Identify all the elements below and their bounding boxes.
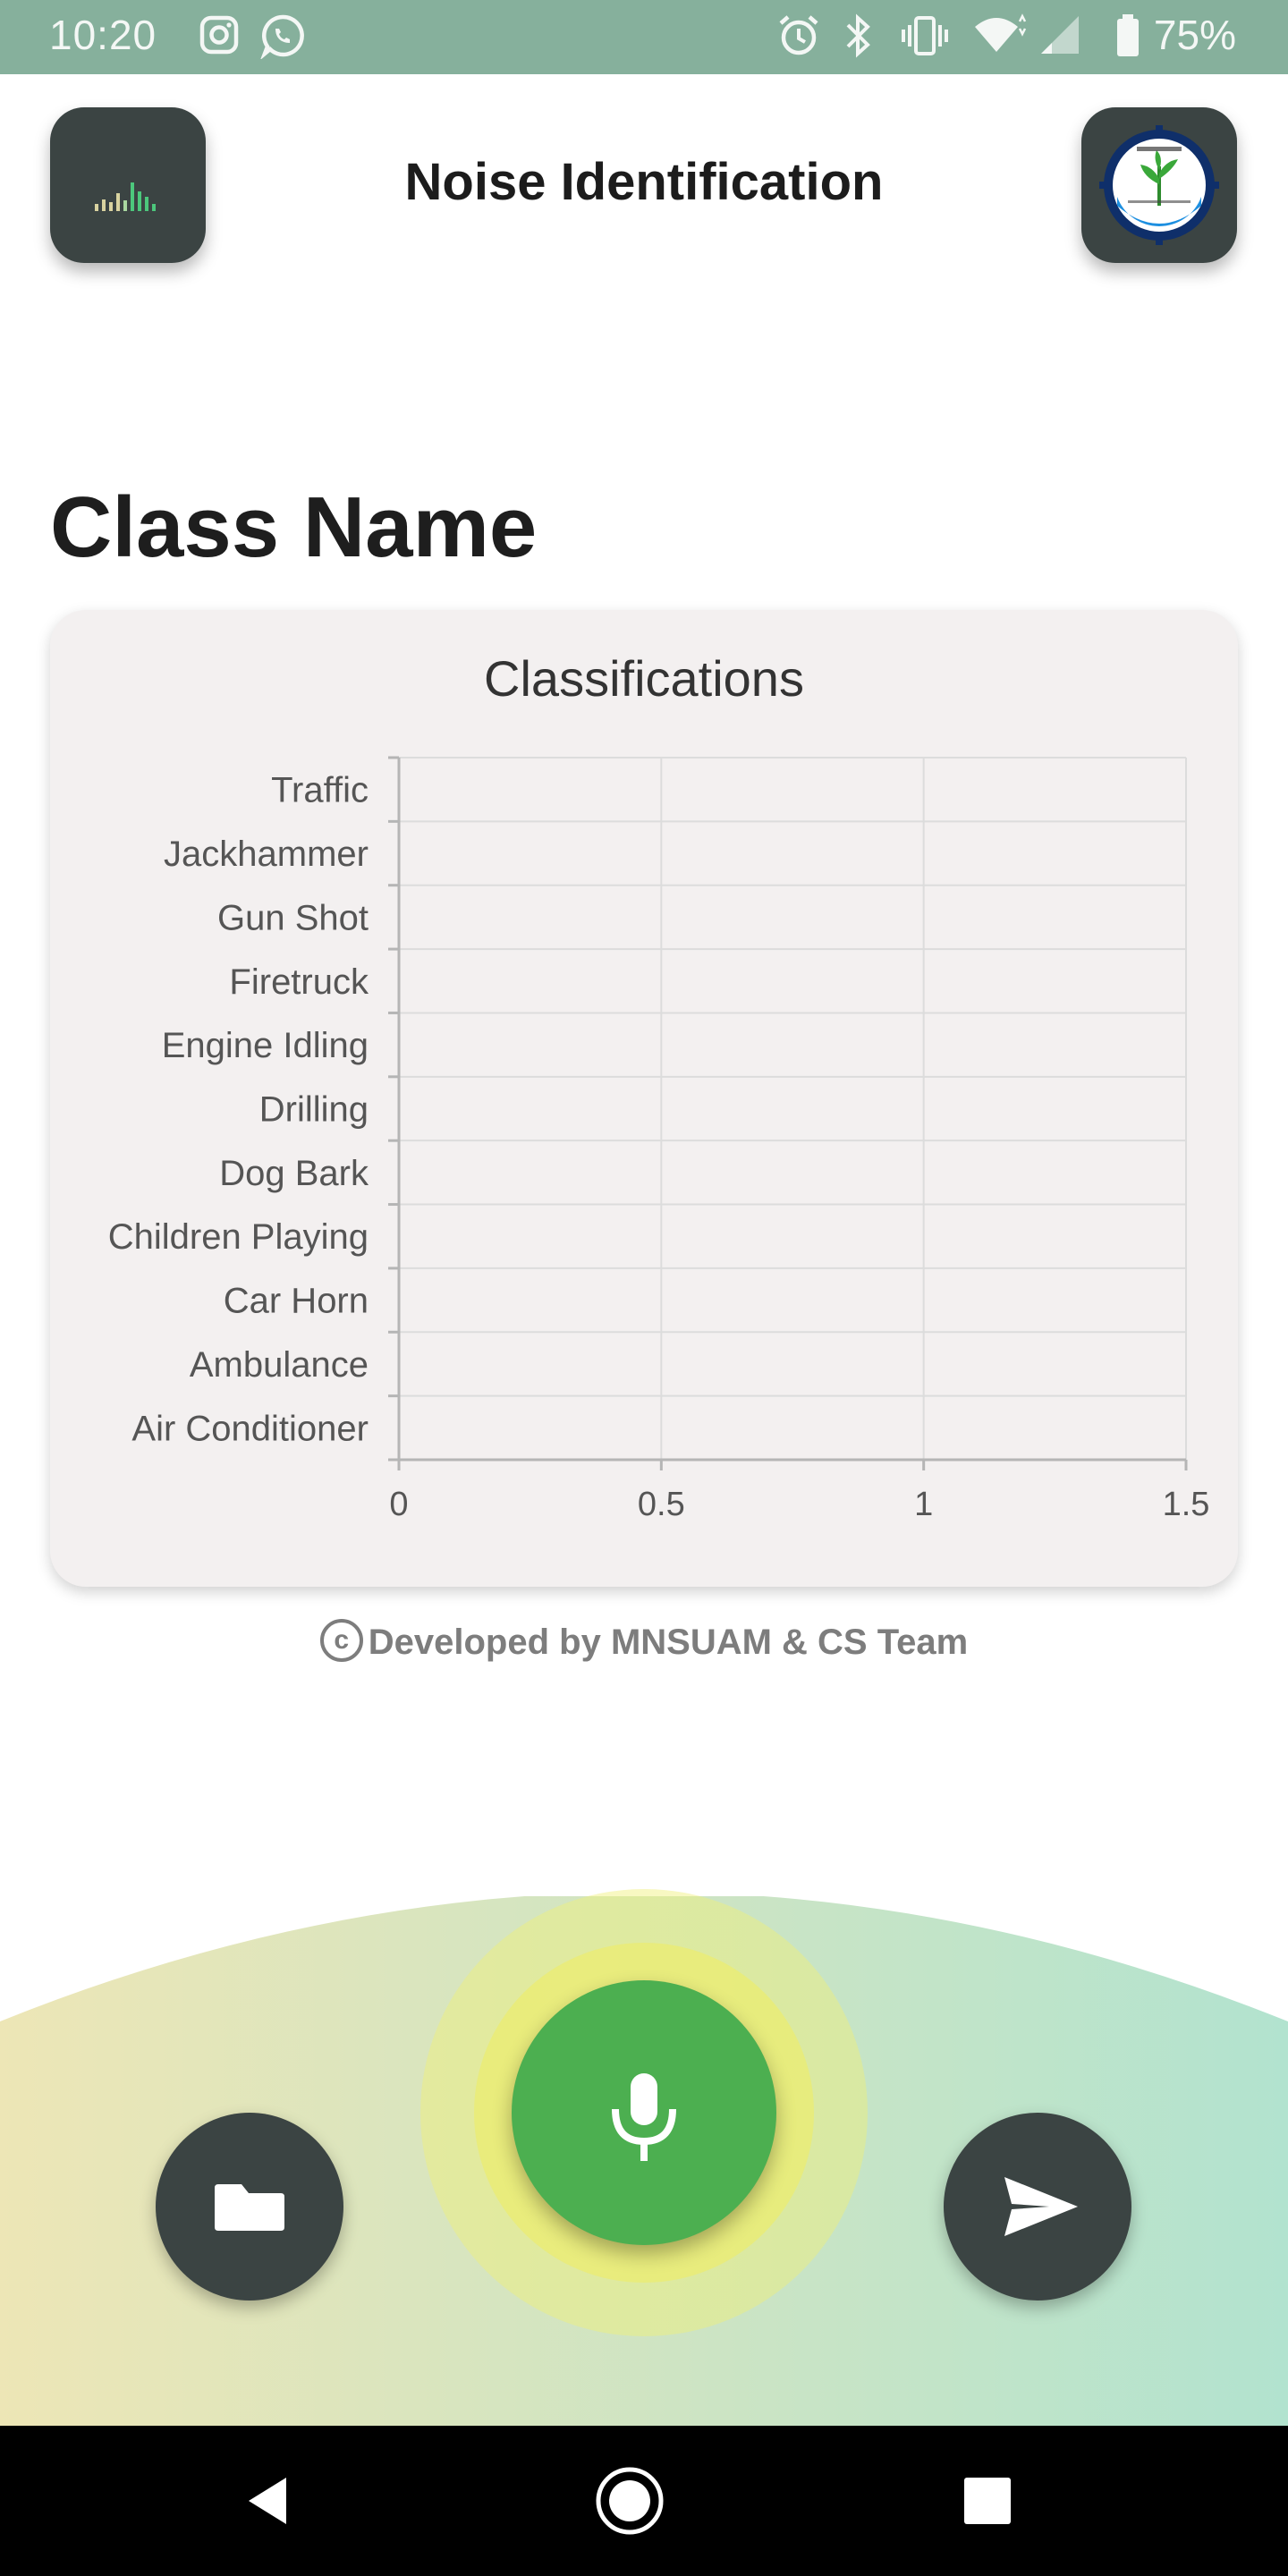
y-category-label: Ambulance xyxy=(190,1345,369,1385)
university-logo-button[interactable] xyxy=(1081,107,1237,263)
bluetooth-icon xyxy=(846,13,870,58)
folder-icon xyxy=(215,2184,284,2231)
y-category-label: Jackhammer xyxy=(164,835,369,874)
equalizer-button[interactable] xyxy=(50,107,206,263)
recents-icon[interactable] xyxy=(962,2476,1013,2526)
y-category-label: Gun Shot xyxy=(217,898,369,937)
system-navigation-bar xyxy=(0,2426,1288,2576)
send-icon xyxy=(1004,2177,1078,2236)
folder-button[interactable] xyxy=(156,2113,343,2301)
university-logo xyxy=(1099,125,1219,245)
x-tick-label: 0 xyxy=(389,1486,408,1523)
chart-x-labels: 0 0.5 1 1.5 xyxy=(389,1486,1209,1523)
microphone-icon xyxy=(612,2073,676,2161)
back-icon[interactable] xyxy=(242,2472,299,2529)
class-name-title: Class Name xyxy=(50,479,538,575)
x-tick-label: 1.5 xyxy=(1163,1486,1210,1523)
copyright-icon: c xyxy=(319,1619,363,1663)
status-bar: 10:20 75% xyxy=(0,0,1288,74)
whatsapp-icon xyxy=(260,14,304,59)
vibrate-icon xyxy=(902,16,948,55)
credit-text: c Developed by MNSUAM & CS Team xyxy=(0,1619,1288,1665)
home-icon[interactable] xyxy=(594,2465,665,2537)
alarm-icon xyxy=(779,15,818,55)
y-category-label: Traffic xyxy=(271,771,369,810)
battery-percentage: 75% xyxy=(1153,12,1236,58)
equalizer-icon xyxy=(95,182,156,211)
y-category-label: Firetruck xyxy=(229,962,369,1002)
y-category-label: Air Conditioner xyxy=(131,1409,369,1448)
signal-icon xyxy=(1041,16,1079,54)
y-category-label: Dog Bark xyxy=(219,1154,369,1193)
y-category-label: Car Horn xyxy=(224,1282,369,1321)
instagram-icon xyxy=(199,15,239,55)
status-time: 10:20 xyxy=(49,12,157,58)
y-category-label: Drilling xyxy=(259,1090,369,1130)
x-tick-label: 1 xyxy=(914,1486,933,1523)
y-category-label: Engine Idling xyxy=(162,1026,369,1065)
wifi-icon xyxy=(975,13,1027,52)
credit-label: Developed by MNSUAM & CS Team xyxy=(368,1623,969,1662)
classification-chart-card: Classifications Traffic Jackhammer Gun Sho… xyxy=(50,610,1238,1587)
y-category-label: Children Playing xyxy=(108,1217,369,1257)
x-tick-label: 0.5 xyxy=(638,1486,685,1523)
send-button[interactable] xyxy=(944,2113,1131,2301)
classification-chart: Classifications Traffic Jackhammer Gun Sho… xyxy=(108,650,1210,1523)
chart-grid xyxy=(388,756,1188,1470)
record-button[interactable] xyxy=(512,1980,776,2245)
app-title: Noise Identification xyxy=(404,153,884,211)
battery-icon xyxy=(1117,14,1139,56)
chart-title: Classifications xyxy=(484,650,804,707)
chart-y-labels: Traffic Jackhammer Gun Shot Firetruck Engine… xyxy=(108,771,369,1449)
